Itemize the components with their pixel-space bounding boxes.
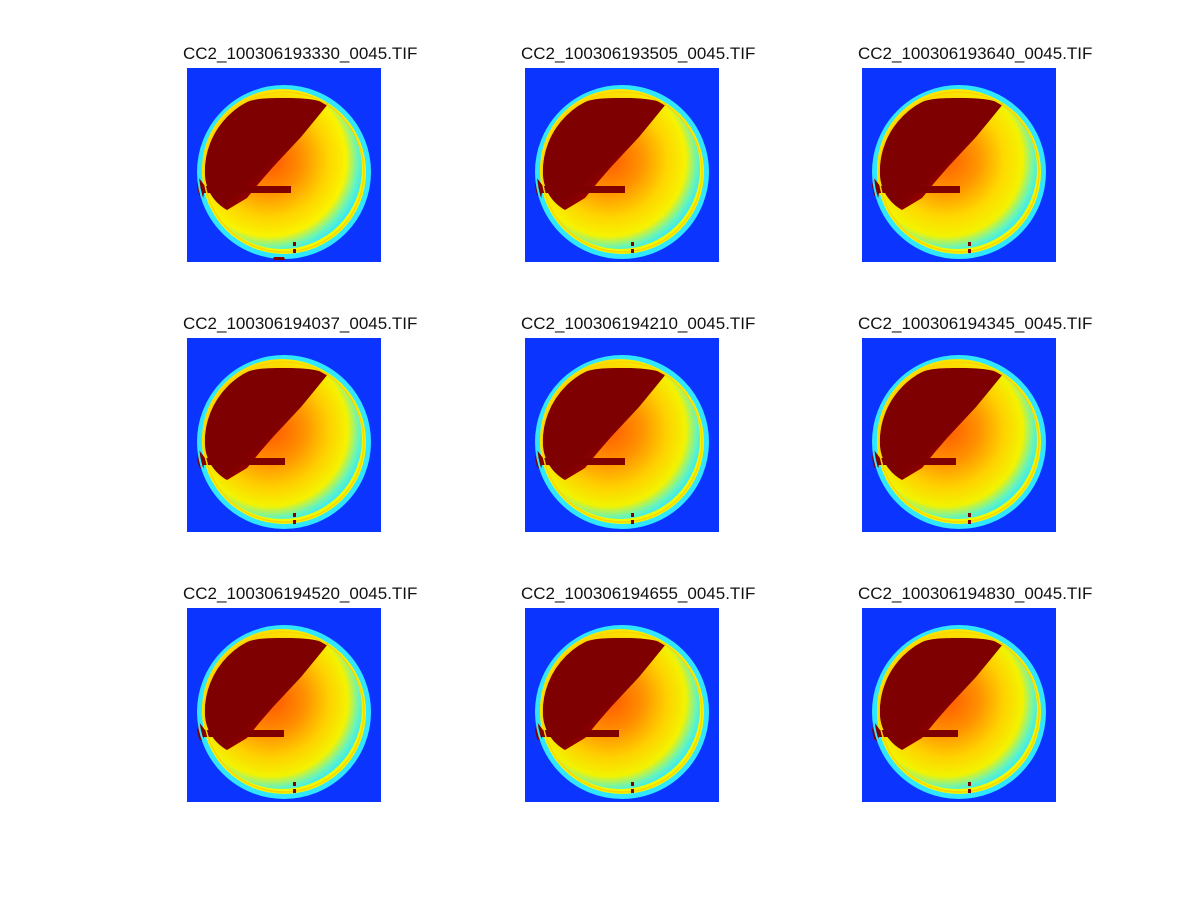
- image-panel: CC2_100306194037_0045.TIF: [183, 314, 447, 578]
- image-panel: CC2_100306194655_0045.TIF: [521, 584, 785, 848]
- image-panel: CC2_100306194520_0045.TIF: [183, 584, 447, 848]
- panel-title: CC2_100306193330_0045.TIF: [183, 44, 418, 63]
- panel-title: CC2_100306194210_0045.TIF: [521, 314, 756, 333]
- fisheye-image: [525, 608, 719, 802]
- fisheye-image: [862, 608, 1056, 802]
- panel-title: CC2_100306194830_0045.TIF: [858, 584, 1093, 603]
- image-panel: CC2_100306194345_0045.TIF: [858, 314, 1122, 578]
- image-panel: CC2_100306193640_0045.TIF: [858, 44, 1122, 308]
- fisheye-image: [187, 338, 381, 532]
- fisheye-image: [862, 68, 1056, 262]
- image-panel: CC2_100306193330_0045.TIF: [183, 44, 447, 308]
- image-panel: CC2_100306193505_0045.TIF: [521, 44, 785, 308]
- panel-title: CC2_100306194037_0045.TIF: [183, 314, 418, 333]
- fisheye-image: [525, 68, 719, 262]
- fisheye-image: [525, 338, 719, 532]
- panel-title: CC2_100306194520_0045.TIF: [183, 584, 418, 603]
- panel-title: CC2_100306194655_0045.TIF: [521, 584, 756, 603]
- image-panel: CC2_100306194830_0045.TIF: [858, 584, 1122, 848]
- image-panel: CC2_100306194210_0045.TIF: [521, 314, 785, 578]
- panel-title: CC2_100306193505_0045.TIF: [521, 44, 756, 63]
- panel-title: CC2_100306194345_0045.TIF: [858, 314, 1093, 333]
- fisheye-image: [862, 338, 1056, 532]
- fisheye-image: [187, 608, 381, 802]
- fisheye-image: [187, 68, 381, 262]
- panel-title: CC2_100306193640_0045.TIF: [858, 44, 1093, 63]
